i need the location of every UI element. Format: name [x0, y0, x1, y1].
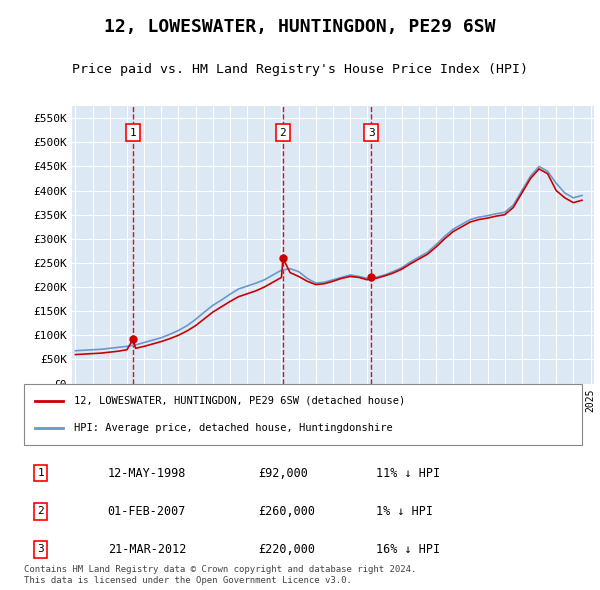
- Text: Contains HM Land Registry data © Crown copyright and database right 2024.
This d: Contains HM Land Registry data © Crown c…: [24, 565, 416, 585]
- Text: 12, LOWESWATER, HUNTINGDON, PE29 6SW (detached house): 12, LOWESWATER, HUNTINGDON, PE29 6SW (de…: [74, 396, 406, 406]
- Text: 11% ↓ HPI: 11% ↓ HPI: [376, 467, 440, 480]
- Text: 16% ↓ HPI: 16% ↓ HPI: [376, 543, 440, 556]
- Text: Price paid vs. HM Land Registry's House Price Index (HPI): Price paid vs. HM Land Registry's House …: [72, 63, 528, 76]
- Text: 1: 1: [37, 468, 44, 478]
- Text: 2: 2: [280, 127, 286, 137]
- Text: £92,000: £92,000: [259, 467, 308, 480]
- FancyBboxPatch shape: [24, 384, 582, 445]
- Text: 1: 1: [130, 127, 137, 137]
- Text: 1% ↓ HPI: 1% ↓ HPI: [376, 504, 433, 517]
- Text: 2: 2: [37, 506, 44, 516]
- Text: 01-FEB-2007: 01-FEB-2007: [108, 504, 186, 517]
- Text: £220,000: £220,000: [259, 543, 316, 556]
- Text: £260,000: £260,000: [259, 504, 316, 517]
- Text: 21-MAR-2012: 21-MAR-2012: [108, 543, 186, 556]
- Text: 3: 3: [368, 127, 374, 137]
- Text: 3: 3: [37, 545, 44, 554]
- Text: 12-MAY-1998: 12-MAY-1998: [108, 467, 186, 480]
- Text: 12, LOWESWATER, HUNTINGDON, PE29 6SW: 12, LOWESWATER, HUNTINGDON, PE29 6SW: [104, 18, 496, 35]
- Text: HPI: Average price, detached house, Huntingdonshire: HPI: Average price, detached house, Hunt…: [74, 423, 393, 433]
